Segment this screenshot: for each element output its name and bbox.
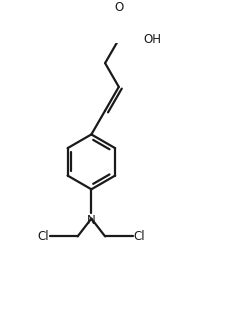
- Text: O: O: [114, 1, 123, 14]
- Text: N: N: [87, 214, 96, 227]
- Text: Cl: Cl: [134, 230, 145, 243]
- Text: Cl: Cl: [37, 230, 49, 243]
- Text: OH: OH: [143, 33, 161, 46]
